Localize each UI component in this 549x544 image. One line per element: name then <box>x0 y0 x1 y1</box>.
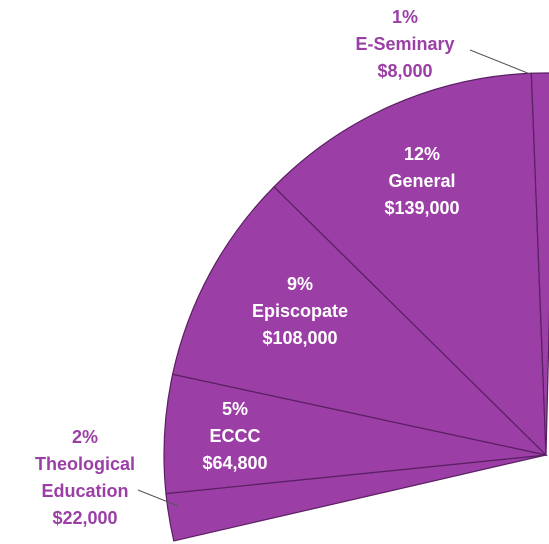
slice-label: 5% ECCC $64,800 <box>165 396 305 477</box>
amount-label: $108,000 <box>262 328 338 348</box>
percent-label: 2% <box>71 427 98 447</box>
slice-label: 2% Theological Education $22,000 <box>10 424 160 532</box>
pie-slice <box>171 185 548 457</box>
category-label: General <box>388 171 456 191</box>
pie-slice <box>273 72 547 457</box>
category-label: E-Seminary <box>355 34 455 54</box>
percent-label: 9% <box>286 274 313 294</box>
amount-label: $139,000 <box>384 198 460 218</box>
category-label: Theological Education <box>34 454 135 501</box>
pie-slice <box>530 72 549 456</box>
amount-label: $8,000 <box>377 61 433 81</box>
slice-label: 1% E-Seminary $8,000 <box>325 4 485 85</box>
category-label: Episcopate <box>251 301 349 321</box>
leader-line <box>469 49 531 75</box>
slice-label: 12% General $139,000 <box>342 141 502 222</box>
category-label: ECCC <box>209 426 261 446</box>
slice-label: 9% Episcopate $108,000 <box>220 271 380 352</box>
percent-label: 1% <box>391 7 418 27</box>
percent-label: 5% <box>221 399 248 419</box>
percent-label: 12% <box>403 144 441 164</box>
amount-label: $22,000 <box>52 508 118 528</box>
leader-line <box>137 489 179 507</box>
amount-label: $64,800 <box>202 453 268 473</box>
